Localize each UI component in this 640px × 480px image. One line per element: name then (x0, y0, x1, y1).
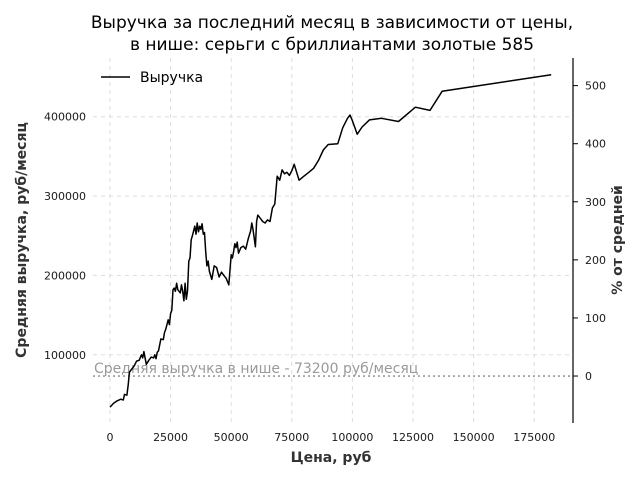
y2-axis-label: % от средней (610, 185, 626, 295)
x-tick-label: 100000 (331, 431, 373, 444)
y-tick-label: 100000 (44, 349, 86, 362)
y2-tick-label: 100 (585, 312, 606, 325)
reference-layer: Средняя выручка в нише - 73200 руб/месяц (93, 361, 573, 377)
legend-label: Выручка (140, 70, 203, 86)
y2-tick-label: 0 (585, 370, 592, 383)
x-tick-label: 0 (106, 431, 113, 444)
revenue-series-line (109, 73, 552, 408)
x-axis-label: Цена, руб (291, 450, 372, 466)
series-layer (109, 73, 552, 408)
x-tick-label: 150000 (453, 431, 495, 444)
x-tick-label: 25000 (153, 431, 188, 444)
y-axis-label: Средняя выручка, руб/месяц (14, 122, 30, 358)
x-tick-labels: 0 25000 50000 75000 100000 125000 150000 175000 (106, 431, 555, 444)
y2-tick-label: 400 (585, 138, 606, 151)
y-tick-label: 400000 (44, 111, 86, 124)
x-tick-label: 75000 (274, 431, 309, 444)
x-tick-label: 125000 (392, 431, 434, 444)
y2-tick-label: 200 (585, 254, 606, 267)
y2-tick-label: 500 (585, 80, 606, 93)
legend: Выручка (101, 70, 203, 86)
x-tick-label: 50000 (214, 431, 249, 444)
y-tick-labels: 100000 200000 300000 400000 (44, 111, 86, 362)
gridlines (93, 58, 573, 423)
chart-title-line-2: в нише: серьги с бриллиантами золотые 58… (130, 35, 534, 55)
x-tick-label: 175000 (513, 431, 555, 444)
y-tick-label: 200000 (44, 269, 86, 282)
y2-tick-label: 300 (585, 196, 606, 209)
y2-tick-labels: 0 100 200 300 400 500 (573, 80, 606, 383)
chart-title-line-1: Выручка за последний месяц в зависимости… (91, 13, 573, 33)
y-tick-label: 300000 (44, 190, 86, 203)
average-reference-label: Средняя выручка в нише - 73200 руб/месяц (94, 361, 418, 377)
